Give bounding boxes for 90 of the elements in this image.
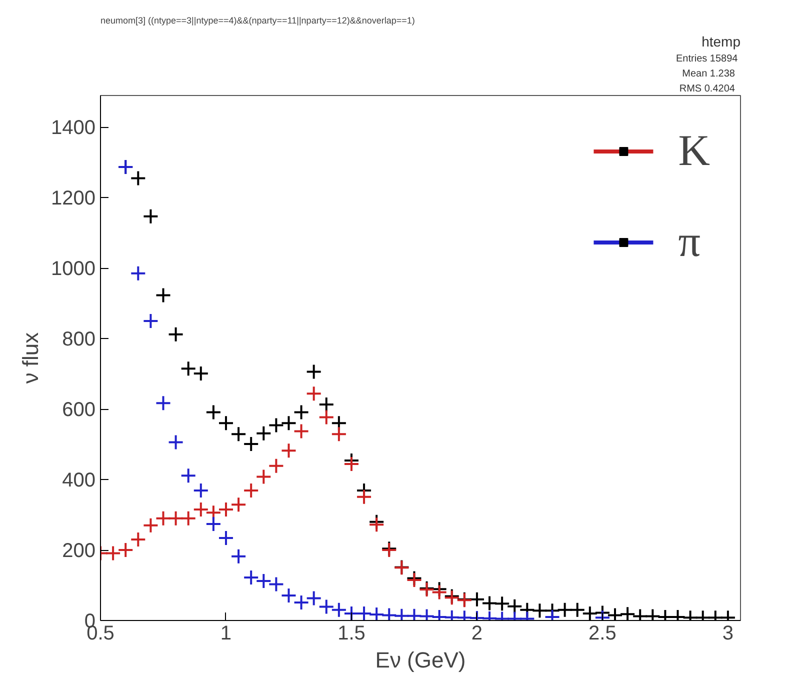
point (168, 326, 184, 342)
point (142, 313, 159, 330)
point (268, 458, 284, 474)
point (205, 516, 222, 532)
point (280, 442, 297, 459)
x-tick-label: 3 (722, 622, 734, 644)
y-tick-label: 1000 (51, 258, 96, 280)
point (168, 510, 184, 526)
y-tick-label: 1200 (51, 188, 96, 210)
point (243, 570, 260, 586)
point (130, 265, 146, 282)
point (343, 456, 360, 472)
point (330, 602, 347, 618)
point (582, 605, 598, 620)
text: Mean 1.238 (682, 68, 736, 80)
point (356, 605, 372, 620)
point (368, 516, 385, 533)
point (318, 598, 334, 615)
point (243, 436, 260, 452)
point (142, 517, 159, 534)
point (218, 502, 234, 518)
y-axis-title: ν flux (18, 332, 44, 384)
point (306, 364, 322, 380)
y-tick-label: 200 (62, 540, 96, 562)
point (280, 415, 297, 432)
point (368, 606, 385, 620)
text: htemp (702, 34, 741, 50)
point (105, 545, 122, 562)
point (230, 548, 247, 564)
point (431, 584, 448, 600)
point (180, 510, 196, 526)
point (343, 605, 360, 620)
point (482, 595, 498, 612)
y-tick-label: 800 (62, 328, 96, 351)
x-tick-label: 2 (471, 622, 483, 644)
point (230, 426, 247, 442)
point (293, 423, 310, 440)
point (192, 502, 209, 518)
point (192, 366, 209, 382)
point (280, 587, 297, 604)
point (620, 606, 636, 620)
point (130, 170, 146, 186)
point (118, 542, 134, 558)
point (268, 576, 284, 592)
point (168, 434, 184, 450)
point (243, 482, 260, 498)
point (155, 510, 172, 526)
point (293, 594, 310, 611)
point (268, 417, 284, 434)
x-axis-title: Eν (GeV) (375, 648, 466, 672)
point (230, 496, 247, 513)
point (318, 409, 334, 426)
legend-label: π (678, 216, 700, 267)
point (256, 573, 272, 590)
point (130, 531, 146, 548)
y-tick-label: 1400 (51, 117, 96, 140)
point (218, 415, 234, 432)
point (218, 530, 234, 546)
point (330, 426, 347, 442)
point (192, 482, 209, 498)
point (556, 602, 573, 618)
point (306, 386, 322, 402)
point (506, 598, 523, 614)
point (155, 395, 172, 412)
point (293, 404, 310, 420)
x-tick-label: 1.5 (338, 622, 366, 644)
point (468, 591, 485, 608)
point (494, 596, 510, 612)
x-tick-label: 1 (220, 622, 232, 644)
point (318, 396, 334, 413)
point (142, 208, 159, 224)
point (381, 607, 398, 620)
point (356, 488, 372, 505)
y-tick-label: 400 (62, 470, 96, 492)
x-tick-label: 2.5 (588, 622, 616, 644)
point (180, 360, 196, 377)
point (205, 404, 222, 420)
text: Entries 15894 (676, 54, 738, 64)
point (256, 425, 272, 442)
point (607, 607, 624, 620)
chart-title: neumom[3] ((ntype==3||ntype==4)&&(nparty==11||nparty==12)&&noverlap==1) (100, 16, 415, 26)
point (532, 602, 548, 619)
point (569, 602, 586, 618)
point (256, 468, 272, 485)
legend-label: K (678, 125, 710, 176)
point (180, 468, 196, 484)
point (155, 287, 172, 304)
text: RMS 0.4204 (679, 84, 736, 94)
y-tick-label: 600 (62, 399, 96, 422)
point (306, 590, 322, 606)
